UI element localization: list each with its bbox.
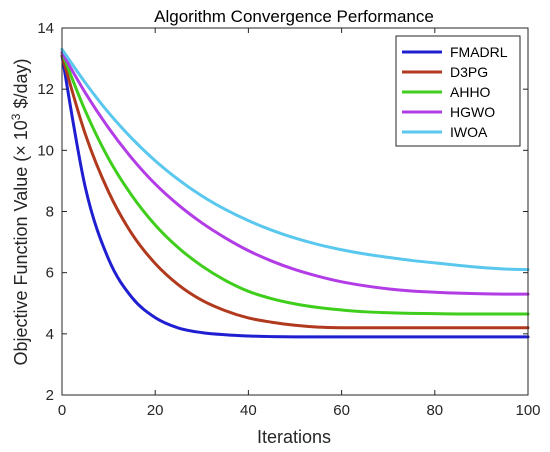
y-tick-label: 14: [37, 20, 54, 37]
legend-label-hgwo: HGWO: [450, 104, 495, 120]
legend-label-ahho: AHHO: [450, 84, 491, 100]
series-line-fmadrl: [60, 54, 530, 339]
series-line-iwoa: [60, 47, 530, 272]
y-axis-label: Objective Function Value (× 103 $/day): [9, 58, 31, 365]
axis-ticks: 0 20 40 60 80 100 2 4 6 8 10 12 14: [37, 20, 540, 419]
y-tick-label: 8: [46, 204, 54, 221]
y-tick-label: 6: [46, 265, 54, 282]
series-line-hgwo: [60, 50, 530, 296]
legend-label-iwoa: IWOA: [450, 124, 488, 140]
x-tick-label: 40: [240, 402, 257, 419]
x-tick-label: 0: [58, 402, 66, 419]
y-tick-label: 10: [37, 142, 54, 159]
x-tick-label: 60: [333, 402, 350, 419]
x-axis-label: Iterations: [257, 427, 331, 447]
series-line-ahho: [60, 50, 530, 316]
y-axis-label-suffix: $/day): [11, 58, 31, 113]
y-tick-label: 12: [37, 81, 54, 98]
x-tick-label: 80: [426, 402, 443, 419]
y-axis-label-prefix: Objective Function Value (× 10: [11, 120, 31, 365]
legend: FMADRL D3PG AHHO HGWO IWOA: [395, 35, 521, 147]
y-tick-label: 4: [46, 326, 54, 343]
legend-label-fmadrl: FMADRL: [450, 44, 508, 60]
series-lines: [60, 47, 530, 339]
x-tick-label: 20: [147, 402, 164, 419]
legend-label-d3pg: D3PG: [450, 64, 488, 80]
y-tick-label: 2: [46, 387, 54, 404]
chart-title: Algorithm Convergence Performance: [154, 7, 434, 26]
series-line-d3pg: [60, 54, 530, 330]
y-axis-label-superscript: 3: [9, 113, 23, 120]
x-tick-label: 100: [515, 402, 540, 419]
